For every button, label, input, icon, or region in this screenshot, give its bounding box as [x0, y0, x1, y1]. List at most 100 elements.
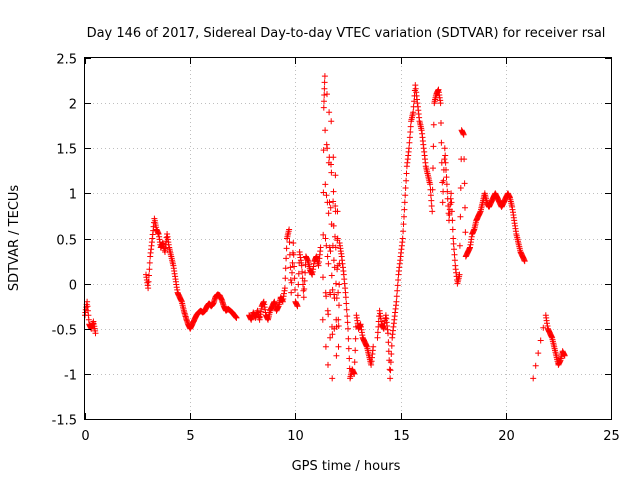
- data-point: [450, 235, 457, 242]
- y-tick-label: -0.5: [52, 324, 77, 339]
- data-point: [430, 165, 436, 172]
- data-point: [443, 166, 449, 173]
- data-point: [300, 294, 307, 301]
- data-point: [401, 199, 408, 206]
- data-point: [449, 217, 456, 224]
- data-point: [388, 342, 395, 349]
- data-point: [322, 235, 329, 242]
- x-axis-label: GPS time / hours: [292, 459, 401, 474]
- data-point: [291, 263, 298, 270]
- data-point: [286, 239, 293, 246]
- data-point: [282, 275, 289, 282]
- y-axis-label: SDTVAR / TECUs: [7, 185, 22, 292]
- data-point: [328, 169, 335, 176]
- data-point: [448, 190, 455, 197]
- data-point: [146, 272, 152, 279]
- data-point: [352, 347, 359, 354]
- data-point: [290, 240, 297, 246]
- data-point: [298, 262, 305, 269]
- data-point: [447, 195, 454, 202]
- x-tick-label: 15: [393, 429, 410, 444]
- data-point: [321, 85, 328, 92]
- data-point: [294, 303, 301, 310]
- data-point: [401, 206, 408, 213]
- data-point: [335, 316, 342, 323]
- data-point: [448, 208, 455, 215]
- data-point: [328, 272, 335, 279]
- data-point: [320, 104, 327, 111]
- data-point: [400, 228, 407, 235]
- data-point: [325, 361, 331, 368]
- data-point: [441, 156, 448, 163]
- chart-title: Day 146 of 2017, Sidereal Day-to-day VTE…: [87, 26, 606, 41]
- data-point: [401, 213, 407, 220]
- data-point: [385, 330, 391, 337]
- data-point: [323, 242, 330, 249]
- data-point: [325, 260, 332, 267]
- y-tick-label: -1.5: [52, 414, 77, 429]
- data-point: [437, 100, 444, 107]
- data-point: [450, 240, 457, 247]
- data-point: [387, 359, 394, 366]
- data-point: [540, 324, 547, 331]
- data-point: [387, 367, 394, 374]
- x-tick-label: 25: [603, 429, 620, 444]
- data-point: [330, 257, 337, 264]
- data-point: [457, 213, 464, 220]
- data-point: [321, 98, 327, 105]
- data-point: [344, 319, 351, 326]
- y-tick-label: 2: [69, 98, 77, 113]
- data-point: [388, 351, 395, 357]
- data-point: [322, 181, 329, 188]
- data-point: [403, 170, 410, 177]
- data-point: [289, 259, 296, 266]
- data-point: [323, 192, 330, 199]
- data-point: [327, 334, 334, 341]
- gridlines: [85, 58, 611, 419]
- data-point: [330, 154, 337, 161]
- data-point: [393, 298, 400, 305]
- data-point: [351, 370, 358, 377]
- data-point: [561, 352, 568, 359]
- data-point: [461, 180, 468, 187]
- data-point: [334, 235, 341, 242]
- data-point: [332, 244, 339, 251]
- data-point: [317, 244, 324, 251]
- data-point: [345, 325, 351, 332]
- data-point: [374, 334, 381, 341]
- data-point: [374, 329, 381, 336]
- data-point: [438, 120, 444, 126]
- data-point: [438, 139, 445, 146]
- data-point: [451, 246, 457, 253]
- data-point: [443, 174, 450, 181]
- data-point: [346, 355, 353, 362]
- data-point: [460, 131, 467, 138]
- data-point: [321, 92, 328, 98]
- data-point: [428, 203, 435, 209]
- data-point: [399, 235, 406, 242]
- data-point: [428, 197, 435, 204]
- data-point: [462, 229, 469, 236]
- data-point: [327, 204, 334, 211]
- data-point: [281, 285, 288, 292]
- data-point: [321, 73, 328, 80]
- data-point: [335, 343, 342, 350]
- data-point: [325, 210, 332, 217]
- data-point: [322, 127, 329, 134]
- data-point: [430, 121, 437, 128]
- data-point: [292, 286, 298, 293]
- data-point: [429, 186, 436, 193]
- data-point: [283, 255, 290, 262]
- data-point: [295, 270, 302, 277]
- data-point: [294, 292, 301, 299]
- y-tick-label: 1.5: [56, 143, 77, 158]
- data-point: [333, 280, 339, 287]
- data-point: [330, 222, 337, 229]
- x-tick-label: 0: [81, 429, 89, 444]
- data-point: [441, 145, 448, 152]
- data-point: [324, 253, 331, 260]
- data-point: [321, 79, 328, 86]
- data-point: [440, 177, 447, 184]
- data-point: [461, 156, 468, 163]
- data-point: [326, 244, 333, 251]
